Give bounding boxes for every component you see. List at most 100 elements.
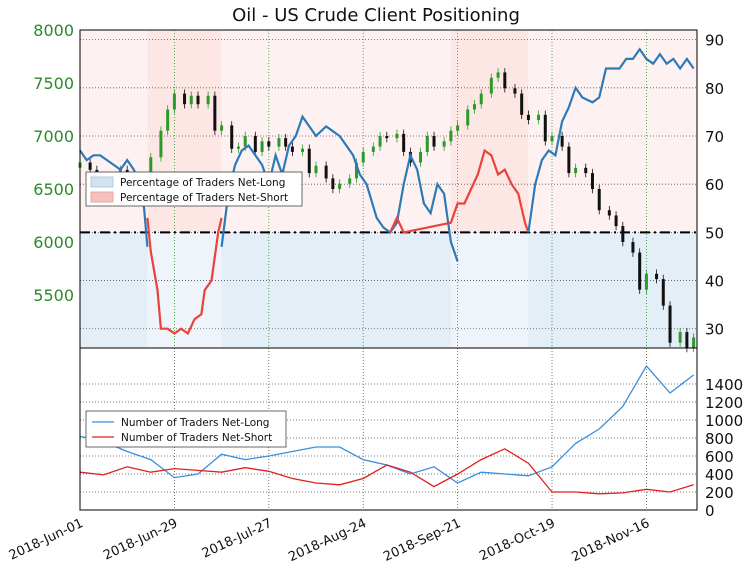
candle-body	[432, 136, 436, 147]
band-upper	[238, 30, 243, 233]
band-upper	[636, 30, 641, 233]
band-lower	[373, 232, 378, 348]
band-lower	[417, 232, 422, 348]
candle-body	[419, 151, 423, 163]
candle-body	[230, 125, 234, 149]
band-lower	[619, 232, 624, 348]
band-upper	[649, 30, 654, 233]
band-lower	[258, 232, 263, 348]
band-lower	[578, 232, 583, 348]
candle-body	[537, 114, 541, 121]
band-upper	[514, 30, 519, 233]
band-lower	[366, 232, 371, 348]
candle-body	[442, 141, 446, 147]
band-upper	[154, 30, 159, 233]
band-upper	[622, 30, 627, 233]
band-lower	[248, 232, 253, 348]
band-lower	[575, 232, 580, 348]
band-upper	[198, 30, 202, 233]
candle-body	[560, 136, 564, 147]
band-lower	[400, 232, 405, 348]
band-lower	[289, 232, 294, 348]
band-upper	[90, 30, 95, 233]
band-upper	[460, 30, 465, 233]
band-lower	[103, 232, 108, 348]
band-upper	[80, 30, 84, 233]
band-upper	[268, 30, 273, 233]
band-upper	[208, 30, 213, 233]
band-lower	[413, 232, 418, 348]
band-lower	[201, 232, 206, 348]
band-upper	[359, 30, 364, 233]
band-upper	[356, 30, 361, 233]
candle-body	[614, 215, 618, 227]
band-upper	[110, 30, 115, 233]
candle-body	[567, 146, 571, 174]
series-line-net-long	[220, 114, 459, 262]
candle-body	[324, 165, 328, 179]
band-upper	[565, 30, 570, 233]
band-lower	[673, 232, 678, 348]
candle-body	[183, 93, 187, 105]
left-axis-tick-label: 5500	[33, 286, 74, 305]
candle-body	[456, 125, 460, 131]
band-upper	[386, 30, 391, 233]
band-lower	[160, 232, 165, 348]
band-upper	[619, 30, 624, 233]
band-lower	[83, 232, 88, 348]
band-lower	[525, 232, 530, 348]
band-lower	[595, 232, 600, 348]
band-upper	[464, 30, 469, 233]
band-upper	[427, 30, 432, 233]
band-upper	[403, 30, 408, 233]
band-lower	[514, 232, 519, 348]
band-lower	[353, 232, 358, 348]
right-axis-pct-tick-label: 80	[705, 80, 724, 98]
band-lower	[342, 232, 347, 348]
band-upper	[417, 30, 422, 233]
x-axis-date-label: 2018-Nov-16	[570, 516, 652, 565]
band-lower	[666, 232, 671, 348]
right-axis-pct-tick-label: 40	[705, 273, 724, 291]
band-upper	[251, 30, 256, 233]
chart-title: Oil - US Crude Client Positioning	[232, 5, 520, 26]
band-upper	[366, 30, 371, 233]
band-upper	[255, 30, 260, 233]
band-upper	[683, 30, 688, 233]
band-upper	[578, 30, 583, 233]
band-lower	[251, 232, 256, 348]
x-axis-date-label: 2018-Jul-27	[200, 516, 275, 561]
band-upper	[407, 30, 412, 233]
band-upper	[171, 30, 176, 233]
band-lower	[535, 232, 540, 348]
band-upper	[599, 30, 604, 233]
band-lower	[562, 232, 567, 348]
right-axis-count-tick-label: 800	[705, 430, 734, 448]
band-lower	[349, 232, 354, 348]
candle-body	[361, 151, 365, 163]
band-upper	[278, 30, 283, 233]
legend-long-swatch	[90, 176, 114, 188]
band-lower	[386, 232, 391, 348]
band-lower	[144, 232, 149, 348]
x-axis-date-label: 2018-Jun-29	[101, 516, 180, 563]
band-upper	[245, 30, 250, 233]
left-axis-tick-label: 6000	[33, 233, 74, 252]
candle-body	[260, 141, 264, 152]
band-upper	[676, 30, 681, 233]
band-upper	[292, 30, 297, 233]
band-lower	[80, 232, 84, 348]
band-upper	[184, 30, 189, 233]
band-lower	[113, 232, 118, 348]
band-upper	[521, 30, 526, 233]
legend-short-swatch	[90, 191, 114, 203]
band-upper	[218, 30, 223, 233]
band-lower	[582, 232, 587, 348]
candle-body	[385, 136, 389, 139]
band-upper	[164, 30, 169, 233]
band-lower	[127, 232, 132, 348]
band-upper	[150, 30, 155, 233]
band-upper	[602, 30, 607, 233]
band-lower	[150, 232, 155, 348]
